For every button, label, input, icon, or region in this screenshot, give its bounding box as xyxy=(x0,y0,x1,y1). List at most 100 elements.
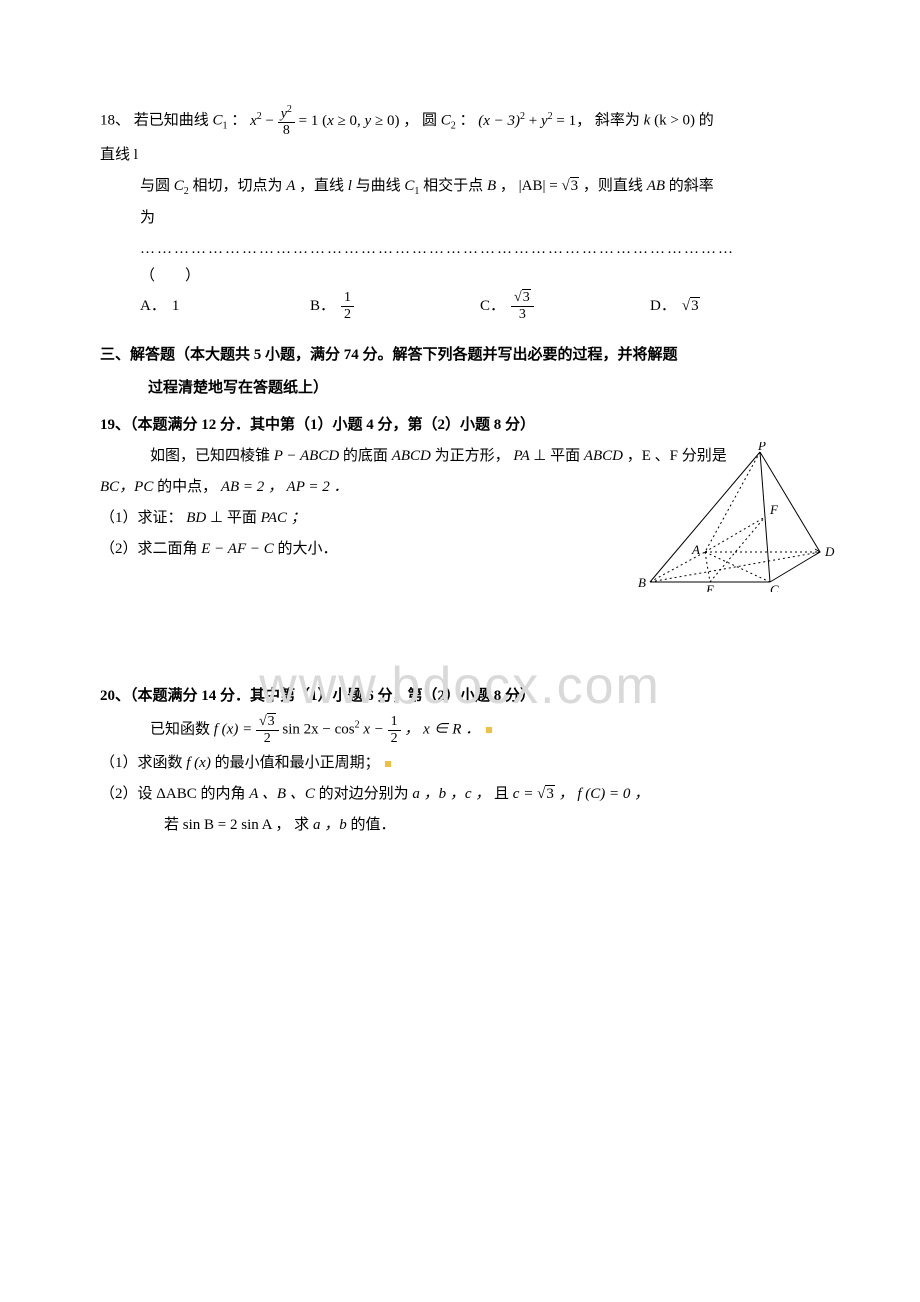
math: y xyxy=(365,113,375,129)
math: ≥ 0) ， xyxy=(375,113,418,129)
math: k xyxy=(644,113,654,129)
option-value: 1 xyxy=(172,293,180,320)
yellow-dot-icon xyxy=(486,727,492,733)
math: 1 xyxy=(341,290,354,306)
option-letter: C． xyxy=(480,293,505,320)
question-18: 18、 若已知曲线 C1 ： x2 − y2 8 = 1 (x ≥ 0, y ≥… xyxy=(100,104,820,322)
math: C xyxy=(404,178,414,194)
math: ABCD xyxy=(584,448,623,464)
text: 的对边分别为 xyxy=(319,786,409,802)
sqrt: √3 xyxy=(682,293,700,320)
dots-line: …………………………………………………………………………………………… xyxy=(100,236,820,263)
math: c = xyxy=(513,786,537,802)
text: 的 xyxy=(699,113,714,129)
text: ⊥ 平面 xyxy=(210,510,257,526)
text: 相交于点 xyxy=(423,178,483,194)
math: 3 xyxy=(545,785,555,802)
text: 与圆 xyxy=(140,178,170,194)
text: 与曲线 xyxy=(356,178,401,194)
q18-options: A． 1 B． 1 2 C． √3 3 D． √3 xyxy=(100,290,820,322)
math: P − ABCD xyxy=(274,448,343,464)
section-subtitle: 过程清楚地写在答题纸上） xyxy=(100,375,820,402)
q20-line1: 已知函数 f (x) = √3 2 sin 2x − cos2 x − 1 2 … xyxy=(100,714,820,746)
label-f: F xyxy=(769,502,779,517)
math: x xyxy=(250,113,257,129)
fraction: 1 2 xyxy=(341,290,354,322)
text: 的内角 xyxy=(201,786,246,802)
math: ≥ 0, xyxy=(338,113,365,129)
text: ： xyxy=(231,113,246,129)
math: A 、B 、C xyxy=(249,786,318,802)
math: 3 xyxy=(570,177,580,194)
sup: 2 xyxy=(257,111,262,122)
text: 为正方形， xyxy=(435,448,510,464)
text: 直线 l xyxy=(100,147,138,163)
math: 3 xyxy=(690,297,700,314)
math: 2 xyxy=(388,731,401,746)
math: x xyxy=(327,113,337,129)
math: |AB| = xyxy=(519,178,562,194)
math: (x − 3) xyxy=(478,113,520,129)
q18-line1: 18、 若已知曲线 C1 ： x2 − y2 8 = 1 (x ≥ 0, y ≥… xyxy=(100,104,820,138)
math: C xyxy=(174,178,184,194)
question-20: 20、（本题满分 14 分．其中第（1）小题 6 分，第（2）小题 8 分） 已… xyxy=(100,683,820,839)
option-b: B． 1 2 xyxy=(310,290,480,322)
q19-number: 19、 xyxy=(100,417,130,433)
text: 若 xyxy=(164,817,179,833)
math: + xyxy=(525,113,541,129)
math: C xyxy=(441,113,451,129)
text: 的底面 xyxy=(343,448,388,464)
q19-title: （本题满分 12 分．其中第（1）小题 4 分，第（2）小题 8 分） xyxy=(130,417,535,433)
math: l xyxy=(348,178,356,194)
math: 2 xyxy=(261,731,274,746)
math: ΔABC xyxy=(156,786,200,802)
text: （2）求二面角 xyxy=(100,541,198,557)
text: 如图，已知四棱锥 xyxy=(150,448,270,464)
text: 的最小值和最小正周期； xyxy=(215,755,380,771)
text: 且 xyxy=(494,786,509,802)
math: sin 2x − cos xyxy=(282,722,354,738)
fraction: √3 3 xyxy=(511,290,534,322)
math: AB = 2 ， AP = 2 ． xyxy=(221,479,349,495)
text: 的值． xyxy=(350,817,395,833)
q20-part3: 若 sin B = 2 sin A ， 求 a ，b 的值． xyxy=(100,812,820,839)
text: ⊥ 平面 xyxy=(533,448,580,464)
sqrt: √3 xyxy=(561,177,579,194)
text: （2）设 xyxy=(100,786,153,802)
math: x − xyxy=(360,722,388,738)
option-d: D． √3 xyxy=(650,290,820,322)
text: 的中点， xyxy=(157,479,217,495)
sub: 1 xyxy=(223,121,228,132)
math: = 1 ( xyxy=(299,113,327,129)
option-letter: A． xyxy=(140,293,166,320)
q19-figure: P A B C D E F xyxy=(620,442,840,592)
label-d: D xyxy=(824,544,835,559)
label-a: A xyxy=(691,542,700,557)
text: 已知函数 xyxy=(150,722,210,738)
fraction: y2 8 xyxy=(278,104,295,138)
math: 3 xyxy=(522,289,531,305)
math: C xyxy=(213,113,223,129)
math: PA xyxy=(513,448,533,464)
math: B xyxy=(487,178,500,194)
label-b: B xyxy=(638,575,646,590)
q20-head: 20、（本题满分 14 分．其中第（1）小题 6 分，第（2）小题 8 分） xyxy=(100,683,820,710)
q20-title: （本题满分 14 分．其中第（1）小题 6 分，第（2）小题 8 分） xyxy=(130,688,535,704)
math: PAC ； xyxy=(261,510,306,526)
math: f (x) xyxy=(186,755,214,771)
math: f (x) = xyxy=(214,722,256,738)
section-title: 三、解答题（本大题共 5 小题，满分 74 分。解答下列各题并写出必要的过程，并… xyxy=(100,342,820,369)
math: (k > 0) xyxy=(654,113,699,129)
text: 为 xyxy=(140,210,155,226)
text: ： xyxy=(459,113,474,129)
math: a ，b ，c ， xyxy=(412,786,490,802)
q18-line4: 为 xyxy=(100,205,820,232)
option-a: A． 1 xyxy=(140,290,310,322)
q20-number: 20、 xyxy=(100,688,130,704)
answer-paren: （ ） xyxy=(100,263,820,290)
option-c: C． √3 3 xyxy=(480,290,650,322)
section-3-heading: 三、解答题（本大题共 5 小题，满分 74 分。解答下列各题并写出必要的过程，并… xyxy=(100,342,820,402)
math: sin B = 2 sin A ， xyxy=(183,817,291,833)
math: A xyxy=(286,178,299,194)
text: 求 xyxy=(294,817,309,833)
